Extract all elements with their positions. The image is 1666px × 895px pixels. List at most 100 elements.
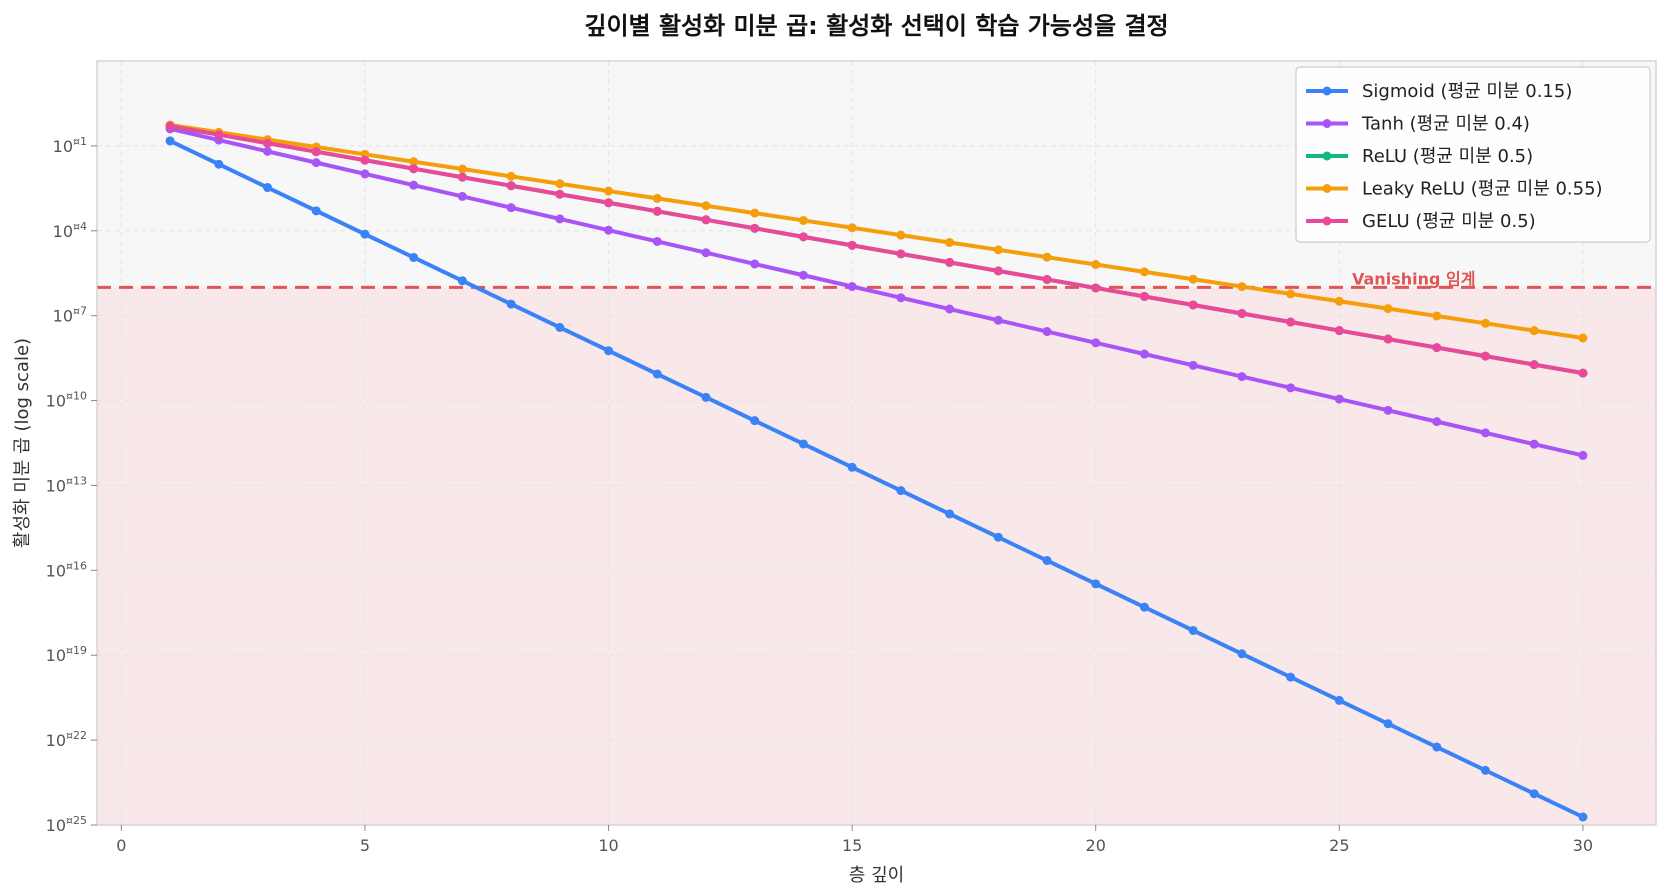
data-point	[1139, 349, 1149, 359]
data-point	[798, 215, 808, 225]
data-point	[847, 223, 857, 233]
x-tick-label: 5	[360, 836, 370, 855]
legend-box	[1295, 66, 1651, 243]
vanishing-threshold: Vanishing 임계	[97, 269, 1656, 289]
data-point	[409, 180, 419, 190]
data-point	[457, 164, 467, 174]
x-tick-label: 20	[1086, 836, 1106, 855]
series-line	[168, 138, 1585, 819]
series-line	[168, 122, 1585, 340]
data-point	[798, 439, 808, 449]
series-line	[168, 126, 1585, 458]
y-tick-label: 10¤4	[53, 220, 87, 241]
data-point	[798, 270, 808, 280]
series-4	[165, 121, 1588, 378]
data-point	[1042, 556, 1052, 566]
data-point	[555, 214, 565, 224]
data-point	[360, 169, 370, 179]
data-point	[1529, 439, 1539, 449]
data-point	[701, 392, 711, 402]
plot-frame	[96, 60, 1657, 826]
data-point	[652, 206, 662, 216]
data-point	[847, 462, 857, 472]
x-tick-label: 0	[116, 836, 126, 855]
data-point	[798, 232, 808, 242]
threshold-label: Vanishing 임계	[1352, 269, 1475, 288]
legend-item: GELU (평균 미분 0.5)	[1306, 211, 1536, 232]
data-point	[604, 198, 614, 208]
data-point	[214, 159, 224, 169]
data-point	[457, 191, 467, 201]
data-point	[1091, 579, 1101, 589]
data-point	[409, 164, 419, 174]
y-tick-label: 10¤22	[46, 729, 87, 750]
data-point	[993, 315, 1003, 325]
data-point	[1334, 695, 1344, 705]
data-point	[214, 130, 224, 140]
data-point	[1042, 327, 1052, 337]
data-point	[1432, 417, 1442, 427]
data-point	[311, 158, 321, 168]
data-point	[1480, 765, 1490, 775]
legend-marker	[1322, 184, 1332, 193]
vanishing-region	[97, 287, 1656, 825]
data-point	[993, 266, 1003, 276]
data-point	[311, 206, 321, 216]
data-point	[1334, 394, 1344, 404]
data-point	[263, 183, 273, 193]
data-point	[701, 201, 711, 211]
data-point	[945, 509, 955, 519]
data-point	[1042, 274, 1052, 284]
data-point	[604, 186, 614, 196]
data-point	[993, 245, 1003, 255]
legend-label: Leaky ReLU (평균 미분 0.55)	[1362, 179, 1603, 200]
y-tick-label: 10¤7	[53, 305, 87, 326]
data-point	[1237, 282, 1247, 292]
data-point	[652, 369, 662, 379]
legend-item: Tanh (평균 미분 0.4)	[1306, 114, 1530, 135]
data-point	[750, 259, 760, 269]
data-point	[847, 282, 857, 291]
series-group	[165, 120, 1588, 822]
data-point	[1578, 450, 1588, 460]
data-point	[1334, 296, 1344, 306]
data-point	[555, 189, 565, 199]
data-point	[1237, 309, 1247, 319]
legend: Sigmoid (평균 미분 0.15) Tanh (평균 미분 0.4) ReLU…	[1295, 66, 1651, 243]
data-point	[1432, 311, 1442, 321]
series-0	[165, 136, 1588, 822]
data-point	[1091, 283, 1101, 293]
data-point	[1480, 351, 1490, 361]
data-point	[750, 223, 760, 233]
data-point	[652, 193, 662, 203]
data-point	[1334, 326, 1344, 336]
data-point	[506, 299, 516, 309]
data-point	[1480, 318, 1490, 328]
data-point	[457, 172, 467, 182]
x-axis-label: 층 깊이	[849, 865, 904, 886]
data-point	[750, 416, 760, 426]
data-point	[1529, 789, 1539, 799]
data-point	[1578, 812, 1588, 822]
data-point	[1578, 368, 1588, 378]
y-tick-label: 10¤10	[46, 390, 87, 411]
data-point	[896, 230, 906, 240]
data-point	[1383, 304, 1393, 314]
data-point	[896, 249, 906, 259]
data-point	[1139, 291, 1149, 301]
data-point	[604, 225, 614, 235]
data-point	[1383, 405, 1393, 415]
data-point	[1480, 428, 1490, 438]
data-point	[506, 203, 516, 213]
data-point	[1578, 333, 1588, 343]
y-axis-label: 활성화 미분 곱 (log scale)	[12, 338, 33, 548]
data-point	[1188, 300, 1198, 310]
y-tick-label: 10¤1	[53, 135, 87, 156]
data-point	[457, 276, 467, 286]
data-point	[1188, 274, 1198, 284]
data-point	[311, 147, 321, 157]
data-point	[847, 240, 857, 250]
data-point	[1139, 267, 1149, 277]
data-point	[896, 293, 906, 303]
